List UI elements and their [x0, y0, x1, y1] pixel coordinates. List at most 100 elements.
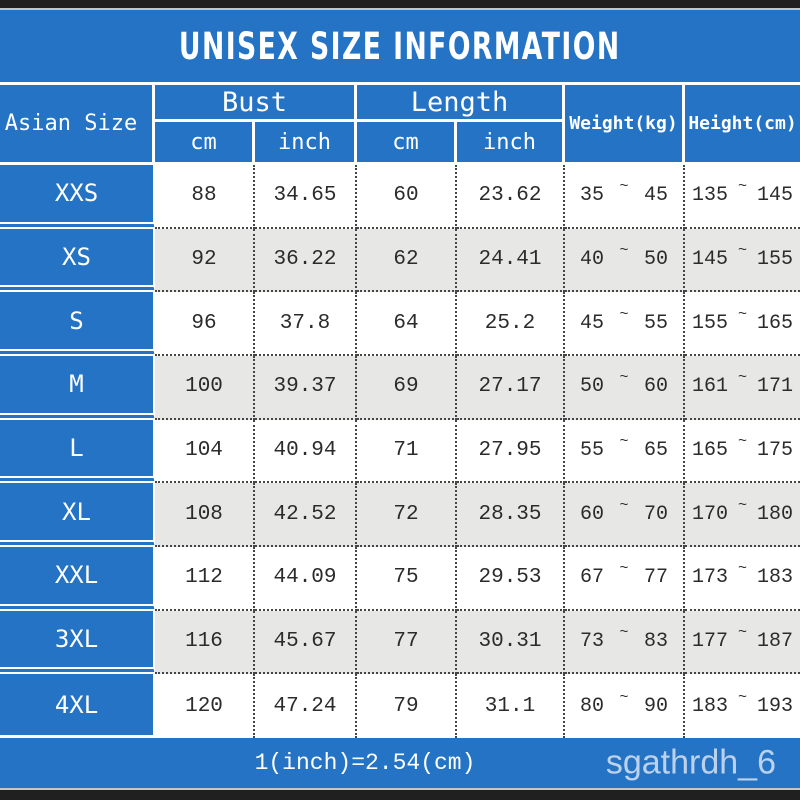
height-max: 187	[756, 629, 793, 653]
height-max: 175	[756, 438, 793, 462]
weight-cell: 60 ~ 70	[565, 483, 685, 547]
height-max: 165	[756, 311, 793, 335]
tilde: ~	[619, 432, 629, 450]
length-inch-cell: 29.53	[457, 547, 565, 611]
height-min: 165	[692, 438, 729, 462]
bust-cm-cell: 112	[155, 547, 255, 611]
header-bust-cm: cm	[155, 122, 255, 162]
weight-cell: 73 ~ 83	[565, 610, 685, 675]
weight-cell: 35 ~ 45	[565, 165, 685, 229]
height-min: 177	[692, 629, 729, 653]
height-min: 170	[692, 502, 729, 526]
length-inch-cell: 23.62	[457, 165, 565, 229]
height-cell: 145 ~ 155	[685, 228, 800, 293]
length-cm-cell: 75	[357, 547, 457, 611]
weight-cell: 67 ~ 77	[565, 547, 685, 611]
length-cm-cell: 64	[357, 292, 457, 356]
tilde: ~	[737, 623, 747, 641]
bust-inch-cell: 42.52	[255, 483, 357, 547]
bust-cm-cell: 100	[155, 356, 255, 420]
tilde: ~	[619, 369, 629, 387]
bust-inch-cell: 44.09	[255, 547, 357, 611]
table-header: Asian Size Bust Length Weight(kg) Height…	[0, 82, 800, 165]
tilde: ~	[619, 623, 629, 641]
bust-cm-cell: 116	[155, 610, 255, 675]
height-min: 135	[692, 184, 729, 208]
tilde: ~	[737, 241, 747, 259]
bust-inch-cell: 34.65	[255, 165, 357, 229]
height-max: 183	[756, 566, 793, 590]
height-max: 155	[756, 247, 793, 271]
weight-min: 60	[580, 502, 605, 526]
length-inch-cell: 27.17	[457, 356, 565, 420]
height-cell: 173 ~ 183	[685, 547, 800, 611]
size-cell: M	[0, 356, 155, 420]
weight-min: 35	[580, 184, 605, 208]
header-bust-inch: inch	[255, 122, 357, 162]
length-cm-cell: 71	[357, 419, 457, 484]
height-cell: 135 ~ 145	[685, 165, 800, 229]
header-bust-group: Bust	[155, 85, 357, 122]
size-cell: XXL	[0, 547, 155, 611]
title-band: UNISEX SIZE INFORMATION	[0, 10, 800, 82]
length-cm-cell: 77	[357, 610, 457, 675]
header-length-inch: inch	[457, 122, 565, 162]
tilde: ~	[619, 305, 629, 323]
length-inch-cell: 25.2	[457, 292, 565, 356]
tilde: ~	[737, 178, 747, 196]
weight-max: 60	[643, 375, 668, 399]
length-inch-cell: 30.31	[457, 610, 565, 675]
length-cm-cell: 72	[357, 483, 457, 547]
height-max: 193	[756, 694, 793, 718]
weight-cell: 50 ~ 60	[565, 356, 685, 420]
bust-cm-cell: 96	[155, 292, 255, 356]
height-min: 173	[692, 566, 729, 590]
weight-max: 77	[643, 566, 668, 590]
bust-cm-cell: 92	[155, 228, 255, 293]
tilde: ~	[619, 496, 629, 514]
height-max: 180	[756, 502, 793, 526]
table-body: XXS 88 34.65 60 23.62 35 ~ 45 135 ~ 145 …	[0, 165, 800, 738]
length-cm-cell: 79	[357, 674, 457, 738]
bust-inch-cell: 47.24	[255, 674, 357, 738]
length-inch-cell: 24.41	[457, 228, 565, 293]
tilde: ~	[737, 560, 747, 578]
weight-max: 65	[643, 438, 668, 462]
height-min: 183	[692, 694, 729, 718]
weight-max: 50	[643, 247, 668, 271]
size-cell: XXS	[0, 165, 155, 229]
bust-inch-cell: 45.67	[255, 610, 357, 675]
tilde: ~	[619, 688, 629, 706]
length-inch-cell: 27.95	[457, 419, 565, 484]
bust-cm-cell: 120	[155, 674, 255, 738]
tilde: ~	[619, 241, 629, 259]
weight-max: 55	[643, 311, 668, 335]
tilde: ~	[737, 496, 747, 514]
height-cell: 155 ~ 165	[685, 292, 800, 356]
conversion-note: 1(inch)=2.54(cm)	[254, 750, 476, 776]
bottom-border-bar	[0, 788, 800, 800]
height-max: 171	[756, 375, 793, 399]
tilde: ~	[737, 305, 747, 323]
weight-cell: 40 ~ 50	[565, 228, 685, 293]
weight-min: 67	[580, 566, 605, 590]
footer-band: 1(inch)=2.54(cm) sgathrdh_6	[0, 738, 800, 788]
weight-min: 55	[580, 438, 605, 462]
length-inch-cell: 31.1	[457, 674, 565, 738]
size-cell: L	[0, 419, 155, 484]
size-cell: XS	[0, 228, 155, 293]
tilde: ~	[619, 178, 629, 196]
weight-cell: 45 ~ 55	[565, 292, 685, 356]
length-cm-cell: 60	[357, 165, 457, 229]
size-cell: S	[0, 292, 155, 356]
tilde: ~	[619, 560, 629, 578]
top-border-bar	[0, 0, 800, 10]
length-cm-cell: 69	[357, 356, 457, 420]
weight-max: 90	[643, 694, 668, 718]
bust-inch-cell: 39.37	[255, 356, 357, 420]
weight-max: 70	[643, 502, 668, 526]
watermark-text: sgathrdh_6	[605, 743, 776, 782]
tilde: ~	[737, 688, 747, 706]
weight-min: 45	[580, 311, 605, 335]
